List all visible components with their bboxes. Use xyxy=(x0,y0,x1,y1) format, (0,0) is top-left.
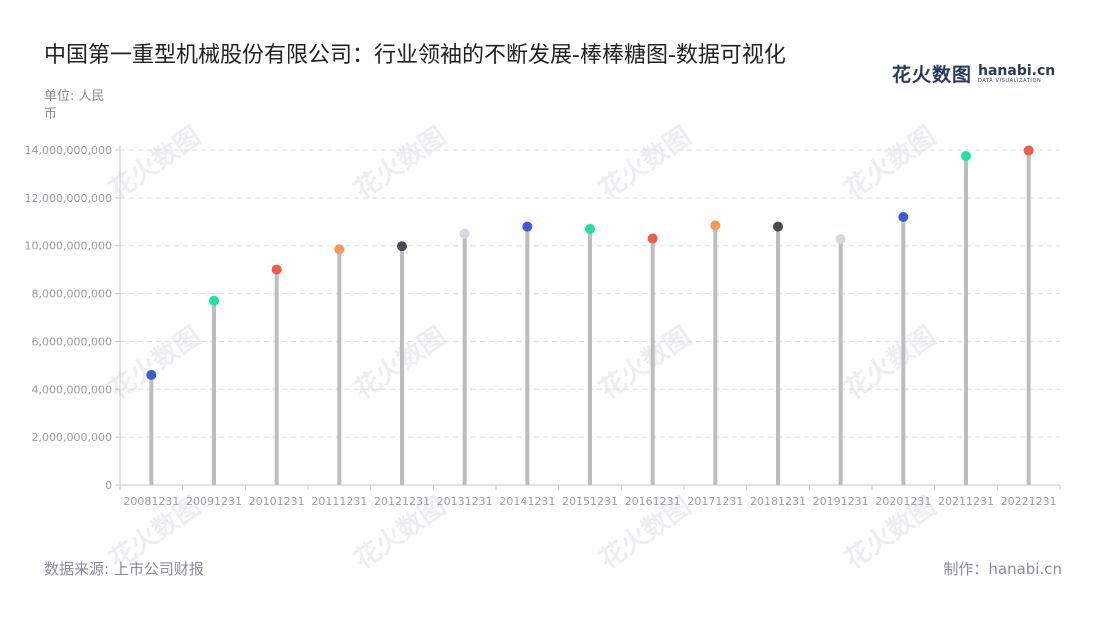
x-axis: 20081231 20091231 20101231 20111231 20121231… xyxy=(119,484,1061,508)
x-tick-label: 20141231 xyxy=(499,495,555,508)
maker-credit: 制作：hanabi.cn xyxy=(943,560,1062,578)
y-tick-label: 12,000,000,000 xyxy=(25,192,112,205)
lollipop-dot[interactable] xyxy=(209,295,219,306)
data-marks xyxy=(146,145,1034,485)
x-tick-label: 20201231 xyxy=(875,495,931,508)
x-tick-label: 20111231 xyxy=(311,495,367,508)
x-tick-label: 20191231 xyxy=(813,495,869,508)
x-tick-label: 20211231 xyxy=(938,495,994,508)
lollipop-dot[interactable] xyxy=(898,212,909,222)
y-tick-label: 14,000,000,000 xyxy=(25,144,112,157)
logo-text-cn: 花火数图 xyxy=(892,64,973,86)
x-tick-label: 20101231 xyxy=(249,495,305,508)
lollipop-dot[interactable] xyxy=(961,150,971,161)
lollipop-dot[interactable] xyxy=(773,221,783,232)
y-tick-label: 2,000,000,000 xyxy=(32,431,112,444)
x-tick-label: 20161231 xyxy=(625,495,681,508)
watermark-text: 花火数图 xyxy=(839,121,941,205)
lollipop-dot[interactable] xyxy=(146,369,157,380)
x-tick-label: 20131231 xyxy=(437,495,493,508)
lollipop-dot[interactable] xyxy=(585,223,595,234)
x-tick-label: 20151231 xyxy=(562,495,618,508)
y-axis: 0 2,000,000,000 4,000,000,000 6,000,000,000… xyxy=(25,144,121,492)
lollipop-dot[interactable] xyxy=(522,221,533,232)
data-source: 数据来源: 上市公司财报 xyxy=(44,560,204,578)
chart-title: 中国第一重型机械股份有限公司：行业领袖的不断发展-棒棒糖图-数据可视化 xyxy=(44,43,786,68)
y-tick-label: 0 xyxy=(105,479,112,492)
x-tick-label: 20171231 xyxy=(687,495,743,508)
logo-subtitle: DATA VISUALIZATION xyxy=(978,77,1042,84)
lollipop-dot[interactable] xyxy=(835,234,846,245)
x-tick-label: 20221231 xyxy=(1001,495,1057,508)
x-tick-label: 20091231 xyxy=(186,495,242,508)
lollipop-dot[interactable] xyxy=(647,233,658,244)
lollipop-dot[interactable] xyxy=(710,220,721,231)
unit-label: 单位: 人民币 xyxy=(44,89,105,122)
x-tick-label: 20181231 xyxy=(750,495,806,508)
x-tick-label: 20081231 xyxy=(123,495,179,508)
watermark-text: 花火数图 xyxy=(594,321,696,405)
y-tick-label: 6,000,000,000 xyxy=(32,335,112,348)
lollipop-dot[interactable] xyxy=(271,264,282,275)
brand-logo: 花火数图 hanabi.cn DATA VISUALIZATION xyxy=(892,60,1055,87)
watermark-text: 花火数图 xyxy=(594,121,696,205)
watermark-text: 花火数图 xyxy=(839,321,941,405)
y-tick-label: 10,000,000,000 xyxy=(25,240,112,253)
lollipop-dot[interactable] xyxy=(1023,145,1034,156)
y-tick-label: 8,000,000,000 xyxy=(32,288,112,301)
lollipop-dot[interactable] xyxy=(334,244,345,255)
logo-text-en: hanabi.cn xyxy=(978,62,1056,79)
lollipop-dot[interactable] xyxy=(397,241,407,252)
lollipop-dot[interactable] xyxy=(459,228,470,239)
x-tick-label: 20121231 xyxy=(374,495,430,508)
y-tick-label: 4,000,000,000 xyxy=(32,383,112,396)
watermark-text: 花火数图 xyxy=(349,121,451,205)
